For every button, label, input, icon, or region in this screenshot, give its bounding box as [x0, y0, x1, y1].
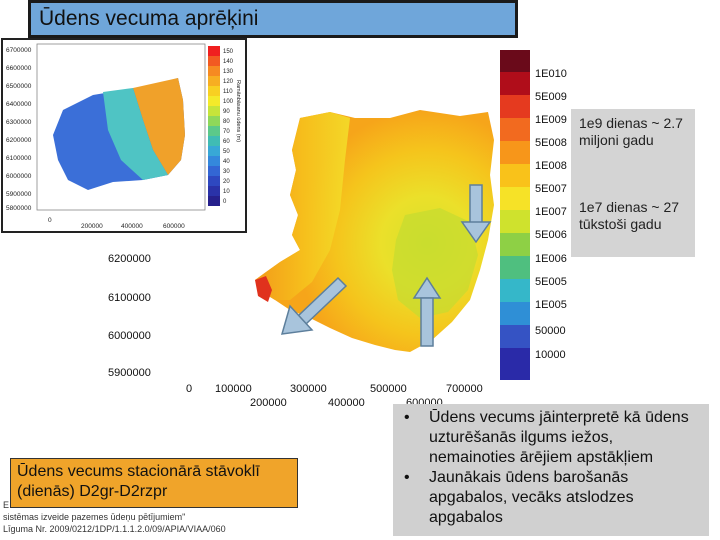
coastal-strip — [255, 276, 272, 302]
inset-scale-label: 10 — [223, 189, 230, 195]
inset-y-tick: 6100000 — [6, 155, 32, 162]
inset-scale-label: 140 — [223, 59, 234, 65]
inset-scale-label: 90 — [223, 109, 230, 115]
color-legend: 1E010 5E009 1E009 5E008 1E008 5E007 1E00… — [500, 50, 567, 380]
territory-west-band — [255, 112, 350, 300]
figure-caption: Ūdens vecums stacionārā stāvoklī (dienās… — [10, 458, 298, 508]
legend-label: 1E008 — [535, 160, 567, 172]
callout-1e9: 1e9 dienas ~ 2.7 miljoni gadu — [571, 109, 695, 193]
inset-scale-label: 100 — [223, 99, 234, 105]
inset-scale-label: 20 — [223, 179, 230, 185]
x-tick-300000: 300000 — [290, 383, 327, 395]
footnote-line-3: Līguma Nr. 2009/0212/1DP/1.1.1.2.0/09/AP… — [3, 524, 226, 534]
legend-label: 5E005 — [535, 276, 567, 288]
footnote-line-1: E — [3, 500, 10, 510]
legend-label: 1E010 — [535, 68, 567, 80]
legend-swatch — [500, 325, 530, 348]
y-tick-5900000: 5900000 — [108, 367, 151, 379]
inset-scale-label: 40 — [223, 159, 230, 165]
legend-swatch — [500, 256, 530, 279]
bullet-list: Ūdens vecums jāinterpretē kā ūdens uztur… — [393, 404, 709, 536]
footnote-line-2: sistēmas izveide pazemes ūdeņu pētījumie… — [3, 512, 186, 522]
legend-label: 5E007 — [535, 183, 567, 195]
legend-swatch — [500, 164, 530, 187]
legend-label: 10000 — [535, 349, 566, 361]
inset-scale-label: 130 — [223, 69, 234, 75]
x-tick-0: 0 — [186, 383, 192, 395]
inset-scale-label: 70 — [223, 129, 230, 135]
legend-swatch — [500, 302, 530, 325]
page-title: Ūdens vecuma aprēķini — [28, 0, 518, 38]
arrow-down-icon — [460, 184, 492, 244]
inset-y-tick: 6500000 — [6, 83, 32, 90]
legend-swatch — [500, 210, 530, 233]
x-tick-200000: 200000 — [250, 397, 287, 409]
x-tick-100000: 100000 — [215, 383, 252, 395]
x-tick-400000: 400000 — [328, 397, 365, 409]
inset-x-tick: 400000 — [121, 223, 143, 230]
legend-swatch — [500, 348, 530, 380]
y-tick-6200000: 6200000 — [108, 253, 151, 265]
inset-mid-zone — [103, 88, 168, 180]
arrow-up-icon — [412, 276, 442, 347]
legend-label: 50000 — [535, 325, 566, 337]
arrow-diagonal-icon — [280, 276, 348, 335]
legend-label: 1E006 — [535, 253, 567, 265]
inset-x-tick: 0 — [48, 217, 52, 224]
bullet-item: Jaunākais ūdens barošanās apgabalos, vec… — [401, 468, 703, 528]
legend-label: 5E006 — [535, 229, 567, 241]
bullet-item: Ūdens vecums jāinterpretē kā ūdens uztur… — [401, 408, 703, 468]
inset-scale-label: 0 — [223, 199, 227, 205]
recharge-zone — [392, 208, 478, 318]
y-tick-6100000: 6100000 — [108, 292, 151, 304]
inset-y-tick: 5900000 — [6, 191, 32, 198]
inset-y-tick: 6600000 — [6, 65, 32, 72]
legend-swatch — [500, 50, 530, 72]
legend-label: 1E009 — [535, 114, 567, 126]
legend-label: 1E007 — [535, 206, 567, 218]
callout-1e7: 1e7 dienas ~ 27 tūkstoši gadu — [571, 193, 695, 257]
inset-map: 6700000 6600000 6500000 6400000 6300000 … — [1, 38, 247, 233]
inset-y-tick: 5800000 — [6, 205, 32, 212]
inset-y-tick: 6300000 — [6, 119, 32, 126]
inset-y-tick: 6000000 — [6, 173, 32, 180]
inset-scale-label: 50 — [223, 149, 230, 155]
inset-scale-label: 150 — [223, 49, 234, 55]
inset-scale-title: Ramānbāsanu ūdens (m) — [235, 80, 241, 142]
inset-map-svg: 6700000 6600000 6500000 6400000 6300000 … — [6, 43, 241, 230]
y-tick-6000000: 6000000 — [108, 330, 151, 342]
inset-x-tick: 600000 — [163, 223, 185, 230]
inset-scale-label: 80 — [223, 119, 230, 125]
legend-swatch — [500, 95, 530, 118]
legend-label: 5E008 — [535, 137, 567, 149]
inset-y-tick: 6200000 — [6, 137, 32, 144]
legend-swatch — [500, 118, 530, 141]
inset-scale-label: 30 — [223, 169, 230, 175]
x-tick-700000: 700000 — [446, 383, 483, 395]
x-tick-500000: 500000 — [370, 383, 407, 395]
legend-swatch — [500, 72, 530, 95]
inset-high-zone — [133, 78, 185, 175]
legend-swatch — [500, 233, 530, 256]
inset-scale-label: 60 — [223, 139, 230, 145]
inset-y-tick: 6700000 — [6, 47, 32, 54]
inset-scale — [208, 46, 220, 206]
inset-x-tick: 200000 — [81, 223, 103, 230]
legend-label: 5E009 — [535, 91, 567, 103]
legend-swatch — [500, 141, 530, 164]
inset-y-tick: 6400000 — [6, 101, 32, 108]
legend-label: 1E005 — [535, 299, 567, 311]
legend-swatch — [500, 279, 530, 302]
inset-scale-label: 120 — [223, 79, 234, 85]
inset-scale-label: 110 — [223, 89, 233, 95]
legend-swatch — [500, 187, 530, 210]
